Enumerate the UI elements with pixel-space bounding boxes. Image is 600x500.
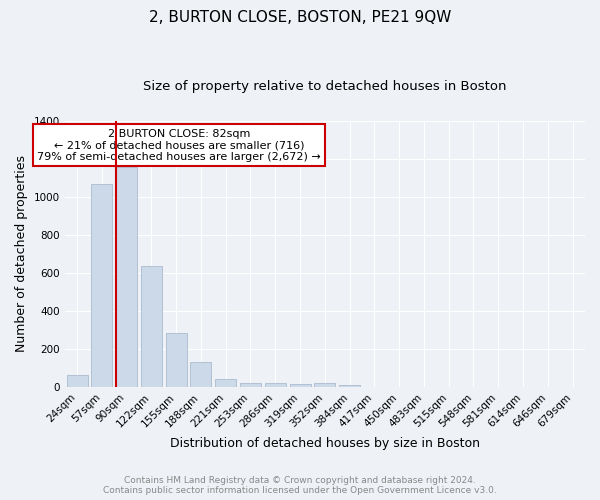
Bar bbox=[215, 380, 236, 387]
Y-axis label: Number of detached properties: Number of detached properties bbox=[15, 156, 28, 352]
Bar bbox=[190, 362, 211, 387]
Text: Contains HM Land Registry data © Crown copyright and database right 2024.
Contai: Contains HM Land Registry data © Crown c… bbox=[103, 476, 497, 495]
Bar bbox=[265, 383, 286, 387]
Bar bbox=[67, 374, 88, 387]
Bar bbox=[141, 266, 162, 387]
X-axis label: Distribution of detached houses by size in Boston: Distribution of detached houses by size … bbox=[170, 437, 480, 450]
Title: Size of property relative to detached houses in Boston: Size of property relative to detached ho… bbox=[143, 80, 506, 93]
Bar bbox=[314, 383, 335, 387]
Bar bbox=[116, 167, 137, 387]
Bar bbox=[166, 332, 187, 387]
Bar bbox=[240, 383, 261, 387]
Bar bbox=[339, 386, 360, 387]
Text: 2 BURTON CLOSE: 82sqm
← 21% of detached houses are smaller (716)
79% of semi-det: 2 BURTON CLOSE: 82sqm ← 21% of detached … bbox=[37, 128, 321, 162]
Bar bbox=[290, 384, 311, 387]
Bar bbox=[91, 184, 112, 387]
Text: 2, BURTON CLOSE, BOSTON, PE21 9QW: 2, BURTON CLOSE, BOSTON, PE21 9QW bbox=[149, 10, 451, 25]
